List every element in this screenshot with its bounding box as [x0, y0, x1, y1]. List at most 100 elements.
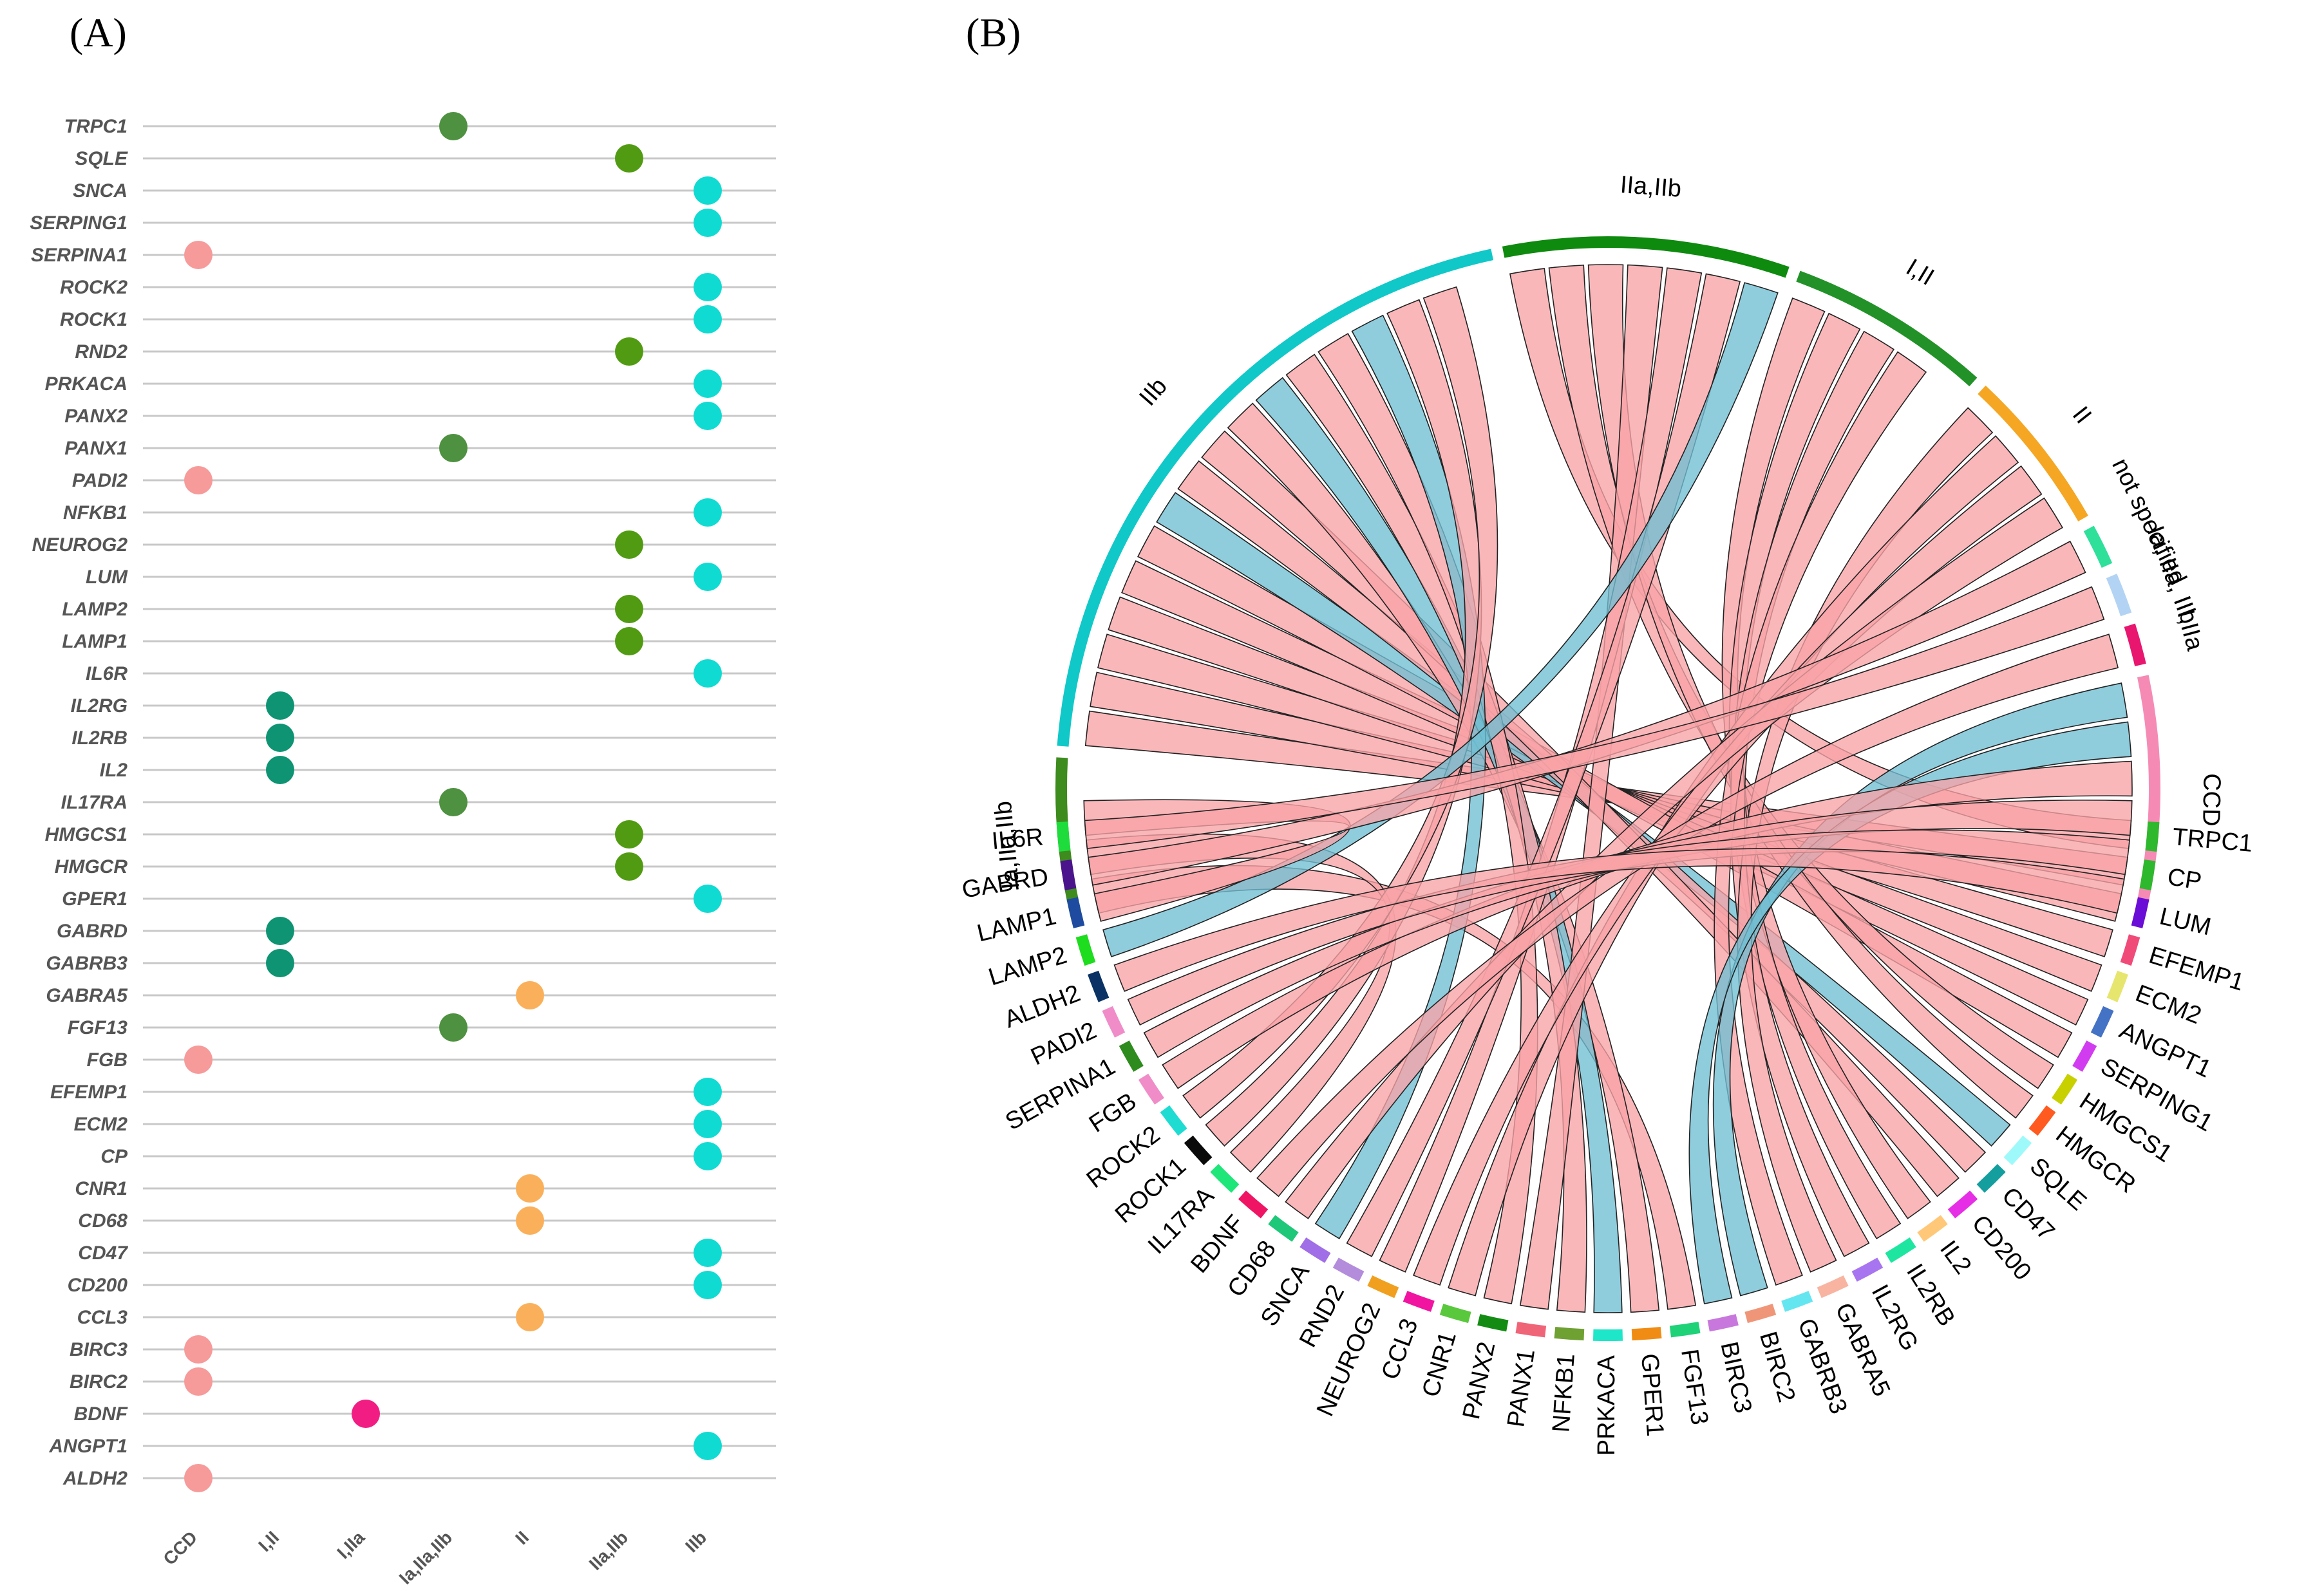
- gene-arc: [1268, 1215, 1299, 1242]
- gene-label: FGF13: [1676, 1347, 1713, 1427]
- gene-label: IL2: [1934, 1236, 1976, 1279]
- chord-link: [1256, 633, 2119, 1197]
- gene-label: IL17RA: [61, 792, 128, 813]
- chord-link: [1127, 829, 2130, 1026]
- chord-link: [1088, 540, 2086, 886]
- data-point: [694, 176, 722, 205]
- data-point: [439, 112, 468, 140]
- gene-label: CNR1: [75, 1178, 128, 1199]
- data-point: [694, 1271, 722, 1299]
- gene-label: ECM2: [2132, 980, 2206, 1029]
- data-point: [266, 756, 294, 784]
- category-label: CCD: [159, 1527, 201, 1569]
- category-label: IIb: [681, 1527, 710, 1556]
- gene-label: SERPINA1: [31, 245, 128, 266]
- gene-arc: [1210, 1163, 1240, 1193]
- data-point: [694, 563, 722, 591]
- data-point: [694, 1432, 722, 1460]
- chord-link: [1448, 435, 2019, 1297]
- gene-arc: [1160, 1105, 1187, 1136]
- gene-arc: [1403, 1291, 1435, 1312]
- gene-label: GABRA5: [46, 985, 128, 1006]
- gene-label: CD68: [78, 1210, 128, 1232]
- gene-arc: [1075, 934, 1096, 966]
- data-point: [615, 820, 643, 849]
- data-point: [266, 949, 294, 977]
- data-point: [266, 917, 294, 945]
- data-point: [694, 1078, 722, 1106]
- gene-arc: [1947, 1190, 1978, 1219]
- gene-arc: [1781, 1291, 1813, 1312]
- gene-arc: [2090, 1006, 2114, 1038]
- gene-arc: [1515, 1322, 1547, 1338]
- gene-label: GABRB3: [46, 953, 128, 974]
- gene-label: LUM: [2157, 903, 2214, 941]
- sector-label: IIb: [1134, 373, 1172, 411]
- sector-label: CCD: [2197, 773, 2225, 827]
- gene-arc: [2052, 1073, 2078, 1105]
- data-point: [516, 1174, 544, 1203]
- panel-b-title: (B): [966, 10, 1021, 55]
- gene-label: ROCK2: [60, 277, 128, 298]
- gene-label: IL2RG: [71, 695, 128, 717]
- gene-label: HMGCS1: [45, 824, 128, 845]
- gene-label: IL6R: [86, 663, 128, 684]
- panel-a-title: (A): [70, 10, 127, 55]
- gene-arc: [2106, 970, 2128, 1002]
- gene-arc: [1817, 1275, 1849, 1299]
- gene-arc: [1744, 1304, 1777, 1324]
- gene-label: BIRC3: [70, 1339, 128, 1360]
- gene-label: ALDH2: [62, 1468, 128, 1489]
- gene-label: ROCK1: [60, 309, 128, 330]
- links: [1083, 264, 2133, 1313]
- gene-label: SQLE: [75, 148, 128, 169]
- gene-arc: [1439, 1304, 1471, 1324]
- data-point: [615, 627, 643, 655]
- gene-arc: [1184, 1135, 1213, 1165]
- data-point: [694, 273, 722, 301]
- category-label: I,IIa: [333, 1527, 368, 1562]
- gene-arc: [1119, 1040, 1144, 1072]
- data-point: [184, 466, 213, 494]
- gene-label: CP: [100, 1146, 128, 1167]
- data-point: [184, 1335, 213, 1364]
- gene-arc: [1917, 1215, 1948, 1242]
- sector-arc: [1502, 236, 1790, 278]
- gene-label: PRKACA: [1593, 1355, 1620, 1456]
- data-point: [615, 337, 643, 366]
- gene-arc: [1056, 821, 1071, 852]
- gene-label: LAMP1: [974, 903, 1059, 947]
- gene-arc: [1554, 1327, 1585, 1341]
- chord-link: [1162, 760, 2133, 1089]
- gene-label: EFEMP1: [50, 1082, 128, 1103]
- sector-arc: [2083, 525, 2113, 568]
- data-point: [694, 1142, 722, 1170]
- gene-label: LUM: [86, 567, 128, 588]
- gene-label: PANX2: [64, 406, 128, 427]
- data-point: [694, 370, 722, 398]
- gene-label: LAMP1: [62, 631, 128, 652]
- gene-arc: [1477, 1314, 1509, 1332]
- gene-label: GABRD: [57, 921, 128, 942]
- gene-arc: [1669, 1322, 1701, 1338]
- gene-label: BIRC2: [1754, 1329, 1800, 1405]
- gene-arc: [2139, 859, 2156, 890]
- gene-label: CP: [2166, 863, 2204, 896]
- data-point: [516, 1206, 544, 1235]
- gene-label: HMGCR: [55, 856, 128, 877]
- gene-label: FGF13: [68, 1017, 128, 1038]
- gene-label: GPER1: [1636, 1353, 1668, 1437]
- gene-arc: [1631, 1327, 1662, 1341]
- gene-label: GPER1: [62, 888, 128, 910]
- gene-label: TRPC1: [64, 116, 128, 137]
- data-point: [694, 305, 722, 333]
- gene-label: SNCA: [73, 180, 128, 202]
- gene-arc: [1851, 1257, 1884, 1282]
- gene-label: LAMP2: [985, 942, 1070, 991]
- gene-label: PADI2: [72, 470, 128, 491]
- gene-label: IL2: [100, 760, 128, 781]
- data-point: [694, 1110, 722, 1138]
- gene-label: CD47: [78, 1243, 128, 1264]
- gene-arc: [1138, 1073, 1164, 1105]
